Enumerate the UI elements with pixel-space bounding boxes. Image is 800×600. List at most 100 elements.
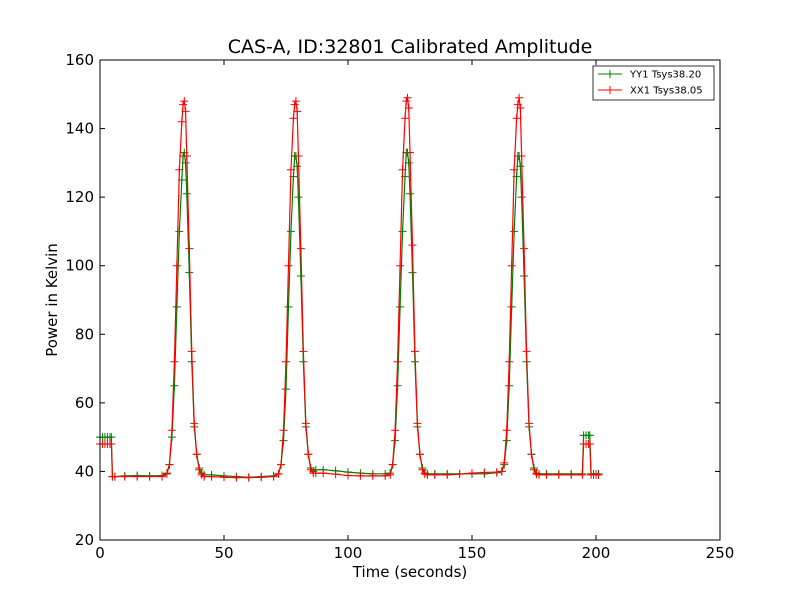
data-point: [170, 381, 179, 390]
data-point: [525, 419, 534, 428]
data-point: [512, 114, 521, 123]
data-point: [185, 244, 194, 253]
legend-label-xx1: XX1 Tsys38.05: [630, 86, 703, 97]
data-point: [162, 469, 171, 478]
data-point: [286, 227, 295, 236]
data-point: [274, 469, 283, 478]
data-point: [284, 261, 293, 270]
data-point: [443, 470, 452, 479]
data-point: [282, 357, 290, 366]
data-point: [294, 193, 303, 202]
data-point: [175, 165, 184, 174]
y-tick-label: 100: [65, 257, 94, 275]
data-point: [396, 261, 405, 270]
data-point: [368, 471, 377, 480]
data-point: [180, 97, 189, 106]
data-point: [190, 419, 199, 428]
data-point: [507, 261, 516, 270]
y-axis-label: Power in Kelvin: [43, 243, 61, 357]
data-point: [172, 261, 181, 270]
data-point: [319, 469, 328, 478]
data-point: [492, 468, 501, 477]
y-tick-label: 20: [75, 531, 94, 549]
data-point: [187, 347, 196, 356]
plot-frame: [99, 59, 721, 541]
data-point: [386, 470, 395, 479]
x-tick-label: 50: [214, 544, 233, 562]
data-point: [107, 433, 116, 442]
y-axis-ticks: 20 40 60 80 100 120 140 160: [65, 51, 720, 549]
data-point: [282, 385, 290, 394]
data-point: [244, 473, 253, 482]
y-tick-label: 60: [75, 394, 94, 412]
data-point: [534, 470, 543, 479]
data-point: [393, 357, 402, 366]
x-tick-label: 150: [458, 544, 487, 562]
y-tick-label: 40: [75, 462, 94, 480]
data-point: [232, 473, 241, 482]
data-point: [410, 347, 419, 356]
x-axis-label: Time (seconds): [352, 563, 468, 581]
data-point: [500, 458, 509, 467]
data-point: [304, 450, 313, 459]
data-point: [286, 165, 295, 174]
data-point: [585, 431, 594, 440]
data-point: [567, 470, 576, 479]
data-point: [408, 241, 417, 250]
data-point: [269, 472, 278, 481]
x-tick-label: 100: [334, 544, 363, 562]
data-point: [413, 419, 422, 428]
data-point: [527, 450, 536, 459]
data-point: [520, 244, 529, 253]
data-point: [505, 381, 514, 390]
data-point: [299, 347, 308, 356]
data-point: [200, 472, 209, 481]
data-point: [192, 450, 201, 459]
data-point: [179, 100, 188, 109]
data-point: [510, 165, 519, 174]
x-tick-label: 250: [706, 544, 735, 562]
data-point: [404, 158, 413, 167]
data-point: [170, 357, 179, 366]
data-point: [594, 470, 603, 479]
x-axis-ticks: 0 50 100 150 200 250: [95, 60, 734, 562]
x-tick-label: 200: [582, 544, 611, 562]
data-point: [158, 472, 166, 481]
y-tick-label: 160: [65, 51, 94, 69]
data-point: [578, 470, 587, 479]
data-point: [195, 465, 204, 474]
data-point: [515, 93, 524, 102]
data-point: [311, 469, 320, 478]
data-point: [165, 460, 174, 469]
data-point: [497, 467, 506, 476]
data-point: [415, 450, 424, 459]
data-point: [542, 470, 551, 479]
data-point: [381, 471, 390, 480]
legend-marker-xx1: [606, 86, 614, 94]
data-point: [145, 472, 154, 481]
data-point: [530, 465, 538, 474]
data-point: [517, 193, 526, 202]
data-point: [507, 302, 516, 311]
data-point: [522, 347, 531, 356]
data-point: [406, 148, 414, 157]
data-point: [107, 440, 116, 448]
data-point: [423, 470, 432, 479]
data-point: [505, 357, 514, 366]
data-point: [403, 93, 412, 102]
y-tick-label: 80: [75, 325, 94, 343]
data-point: [181, 107, 190, 116]
legend-marker-yy1: [606, 70, 614, 78]
data-point: [289, 114, 298, 123]
data-point: [418, 465, 427, 474]
data-point: [388, 460, 397, 469]
data-point: [284, 302, 293, 311]
data-point: [279, 426, 288, 435]
data-point: [294, 152, 303, 160]
y-tick-label: 140: [65, 120, 94, 138]
data-point: [398, 165, 407, 174]
chart-title: CAS-A, ID:32801 Calibrated Amplitude: [228, 36, 593, 58]
data-point: [430, 470, 439, 479]
legend: YY1 Tsys38.20 XX1 Tsys38.05: [592, 65, 715, 101]
